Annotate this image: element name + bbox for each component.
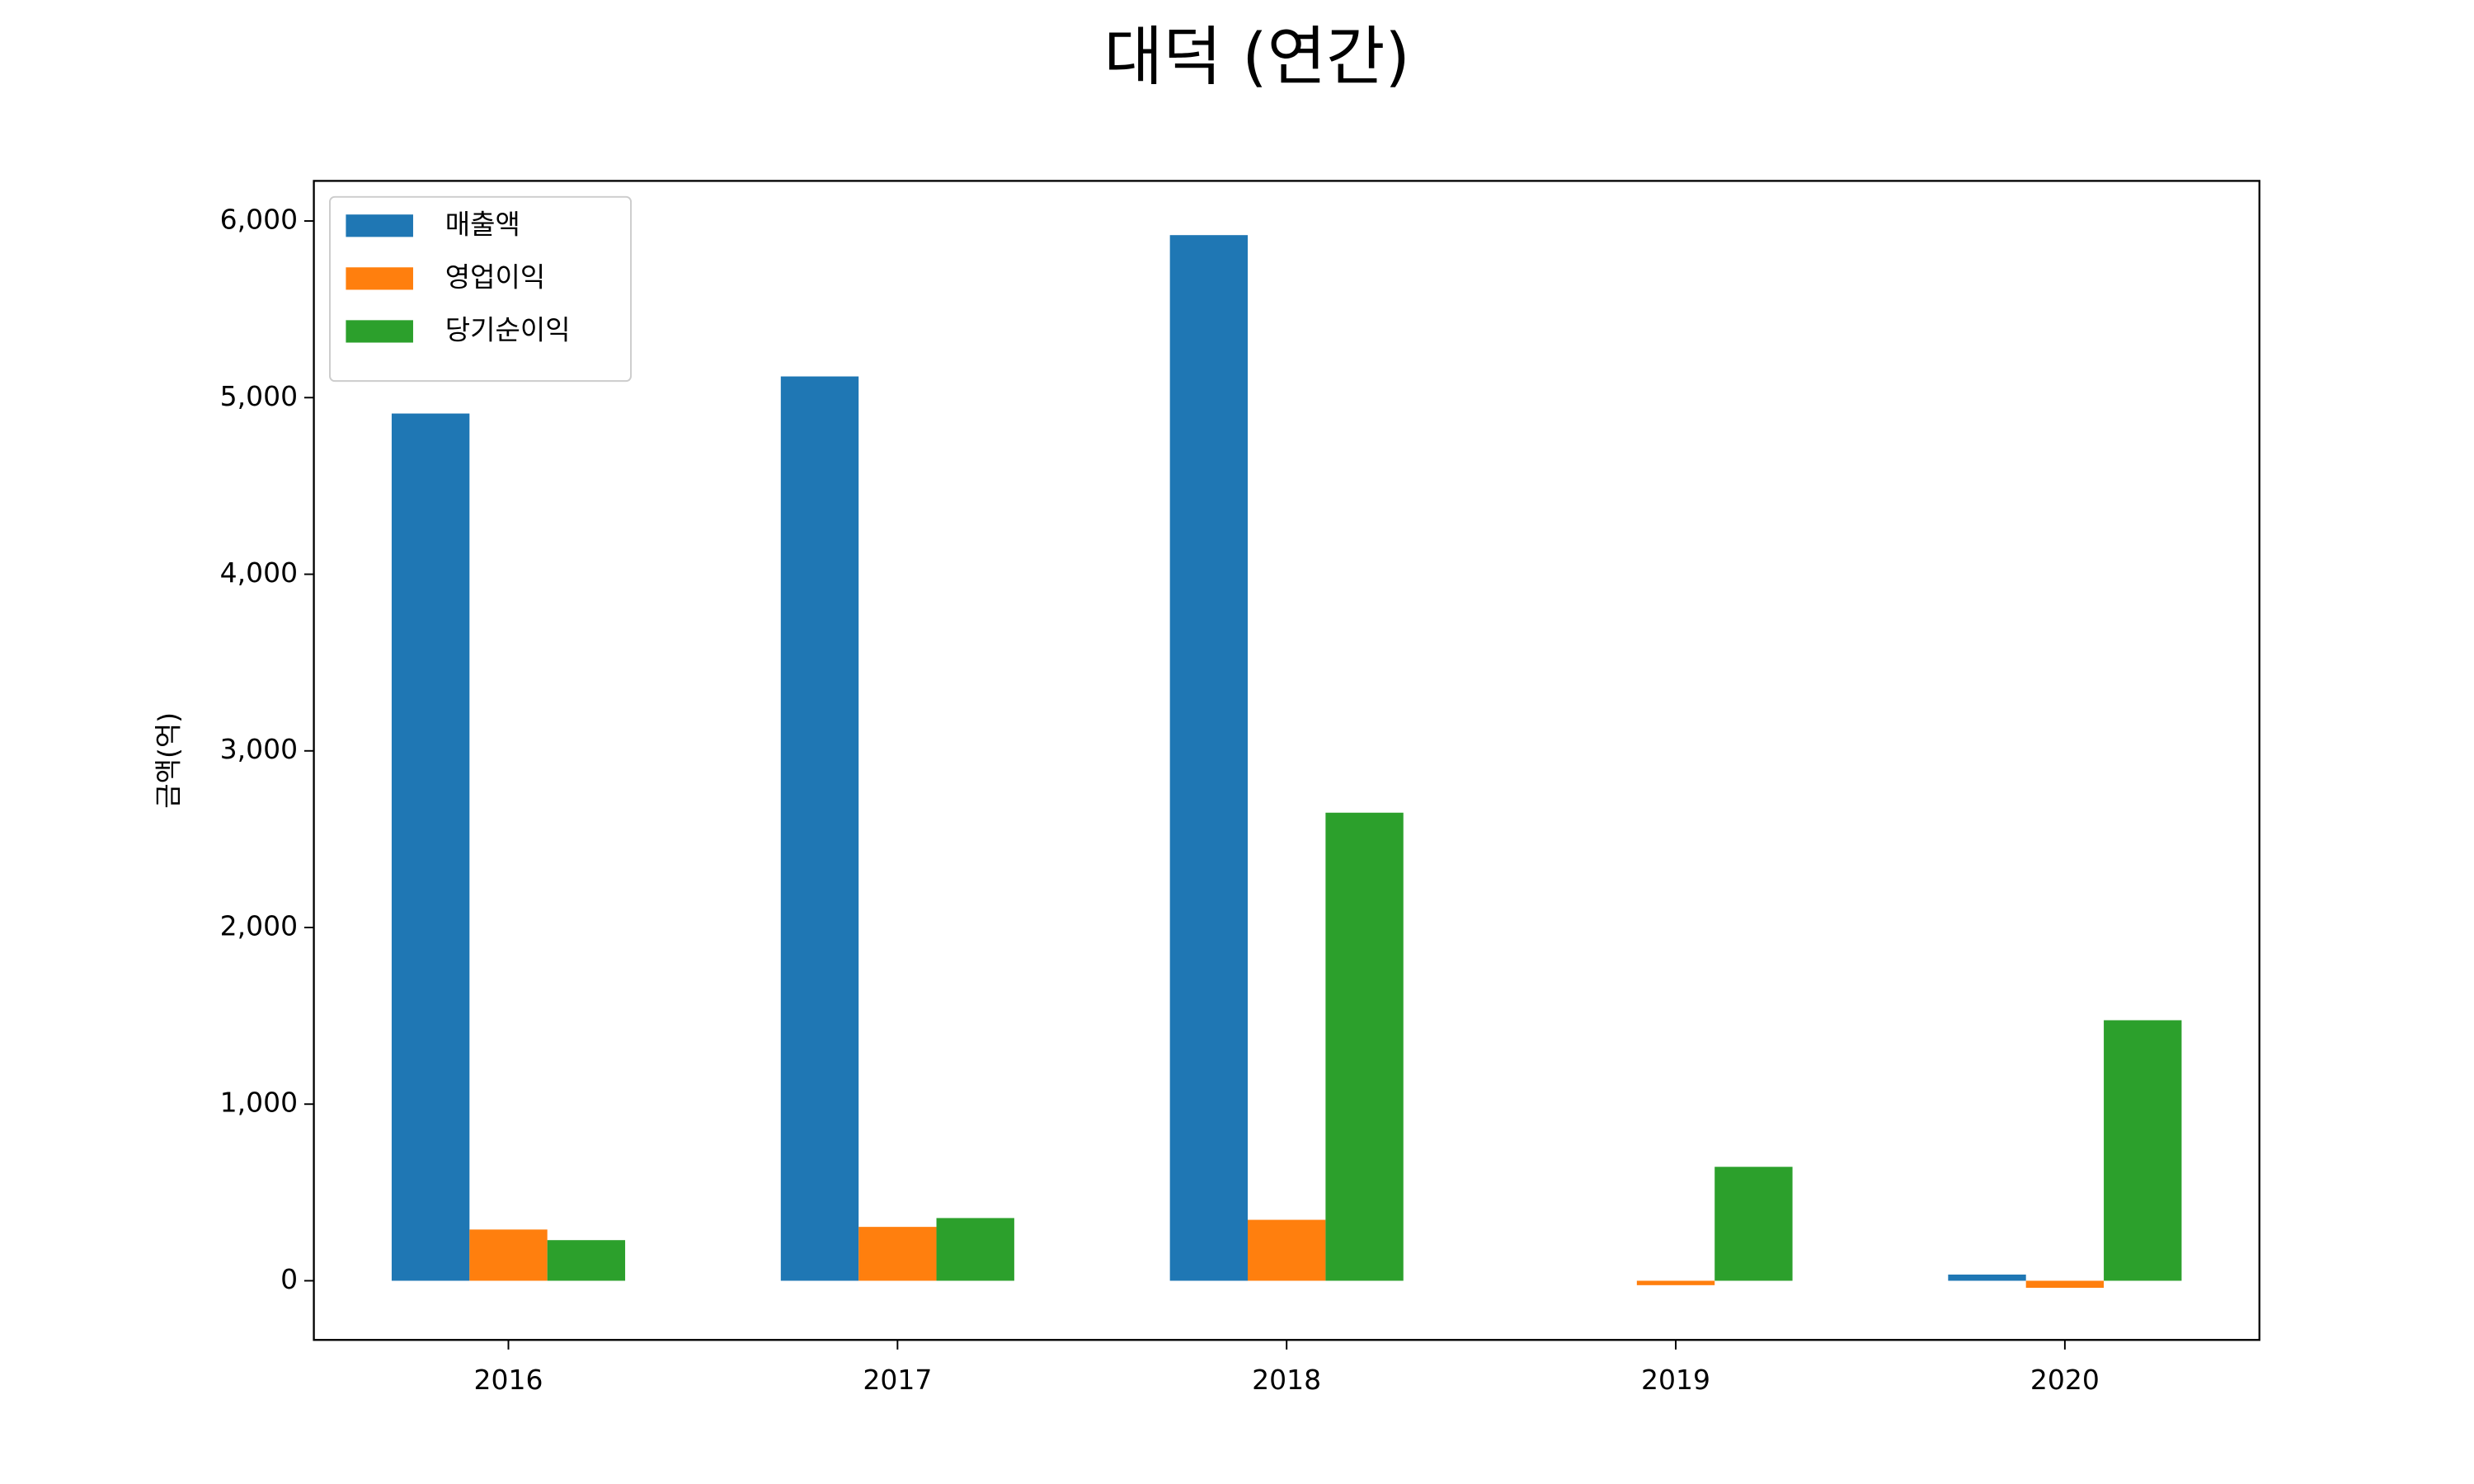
legend-label: 영업이익 bbox=[445, 261, 545, 293]
y-tick-label: 4,000 bbox=[220, 556, 298, 589]
legend-swatch bbox=[346, 214, 413, 237]
bar bbox=[858, 1227, 937, 1281]
bar bbox=[936, 1218, 1014, 1281]
chart-title: 대덕 (연간) bbox=[1104, 20, 1410, 94]
x-tick-label: 2018 bbox=[1252, 1364, 1321, 1396]
bar bbox=[1325, 812, 1404, 1281]
legend-label: 당기순이익 bbox=[445, 313, 571, 345]
bar bbox=[391, 413, 470, 1281]
y-axis-label: 금액(억) bbox=[152, 712, 184, 809]
bar bbox=[1636, 1280, 1715, 1285]
bar bbox=[1248, 1219, 1326, 1281]
y-tick-label: 1,000 bbox=[220, 1087, 298, 1119]
bar bbox=[2104, 1020, 2182, 1281]
bar bbox=[2025, 1280, 2105, 1289]
bar bbox=[1169, 235, 1249, 1281]
y-tick-label: 5,000 bbox=[220, 380, 298, 412]
bar bbox=[469, 1229, 548, 1281]
legend-label: 매출액 bbox=[445, 208, 520, 240]
y-tick-label: 6,000 bbox=[220, 204, 298, 236]
y-tick-label: 0 bbox=[280, 1263, 298, 1295]
legend-swatch bbox=[346, 267, 413, 290]
x-tick-label: 2019 bbox=[1641, 1364, 1710, 1396]
x-tick-label: 2020 bbox=[2030, 1364, 2100, 1396]
plot-frame bbox=[313, 180, 2260, 1341]
bar bbox=[780, 376, 859, 1281]
bar bbox=[1948, 1274, 2026, 1281]
x-tick-label: 2017 bbox=[863, 1364, 932, 1396]
bar bbox=[547, 1240, 626, 1281]
x-tick-label: 2016 bbox=[474, 1364, 543, 1396]
legend-swatch bbox=[346, 320, 413, 343]
bar bbox=[1714, 1167, 1793, 1281]
y-tick-label: 3,000 bbox=[220, 733, 298, 765]
y-tick-label: 2,000 bbox=[220, 909, 298, 942]
